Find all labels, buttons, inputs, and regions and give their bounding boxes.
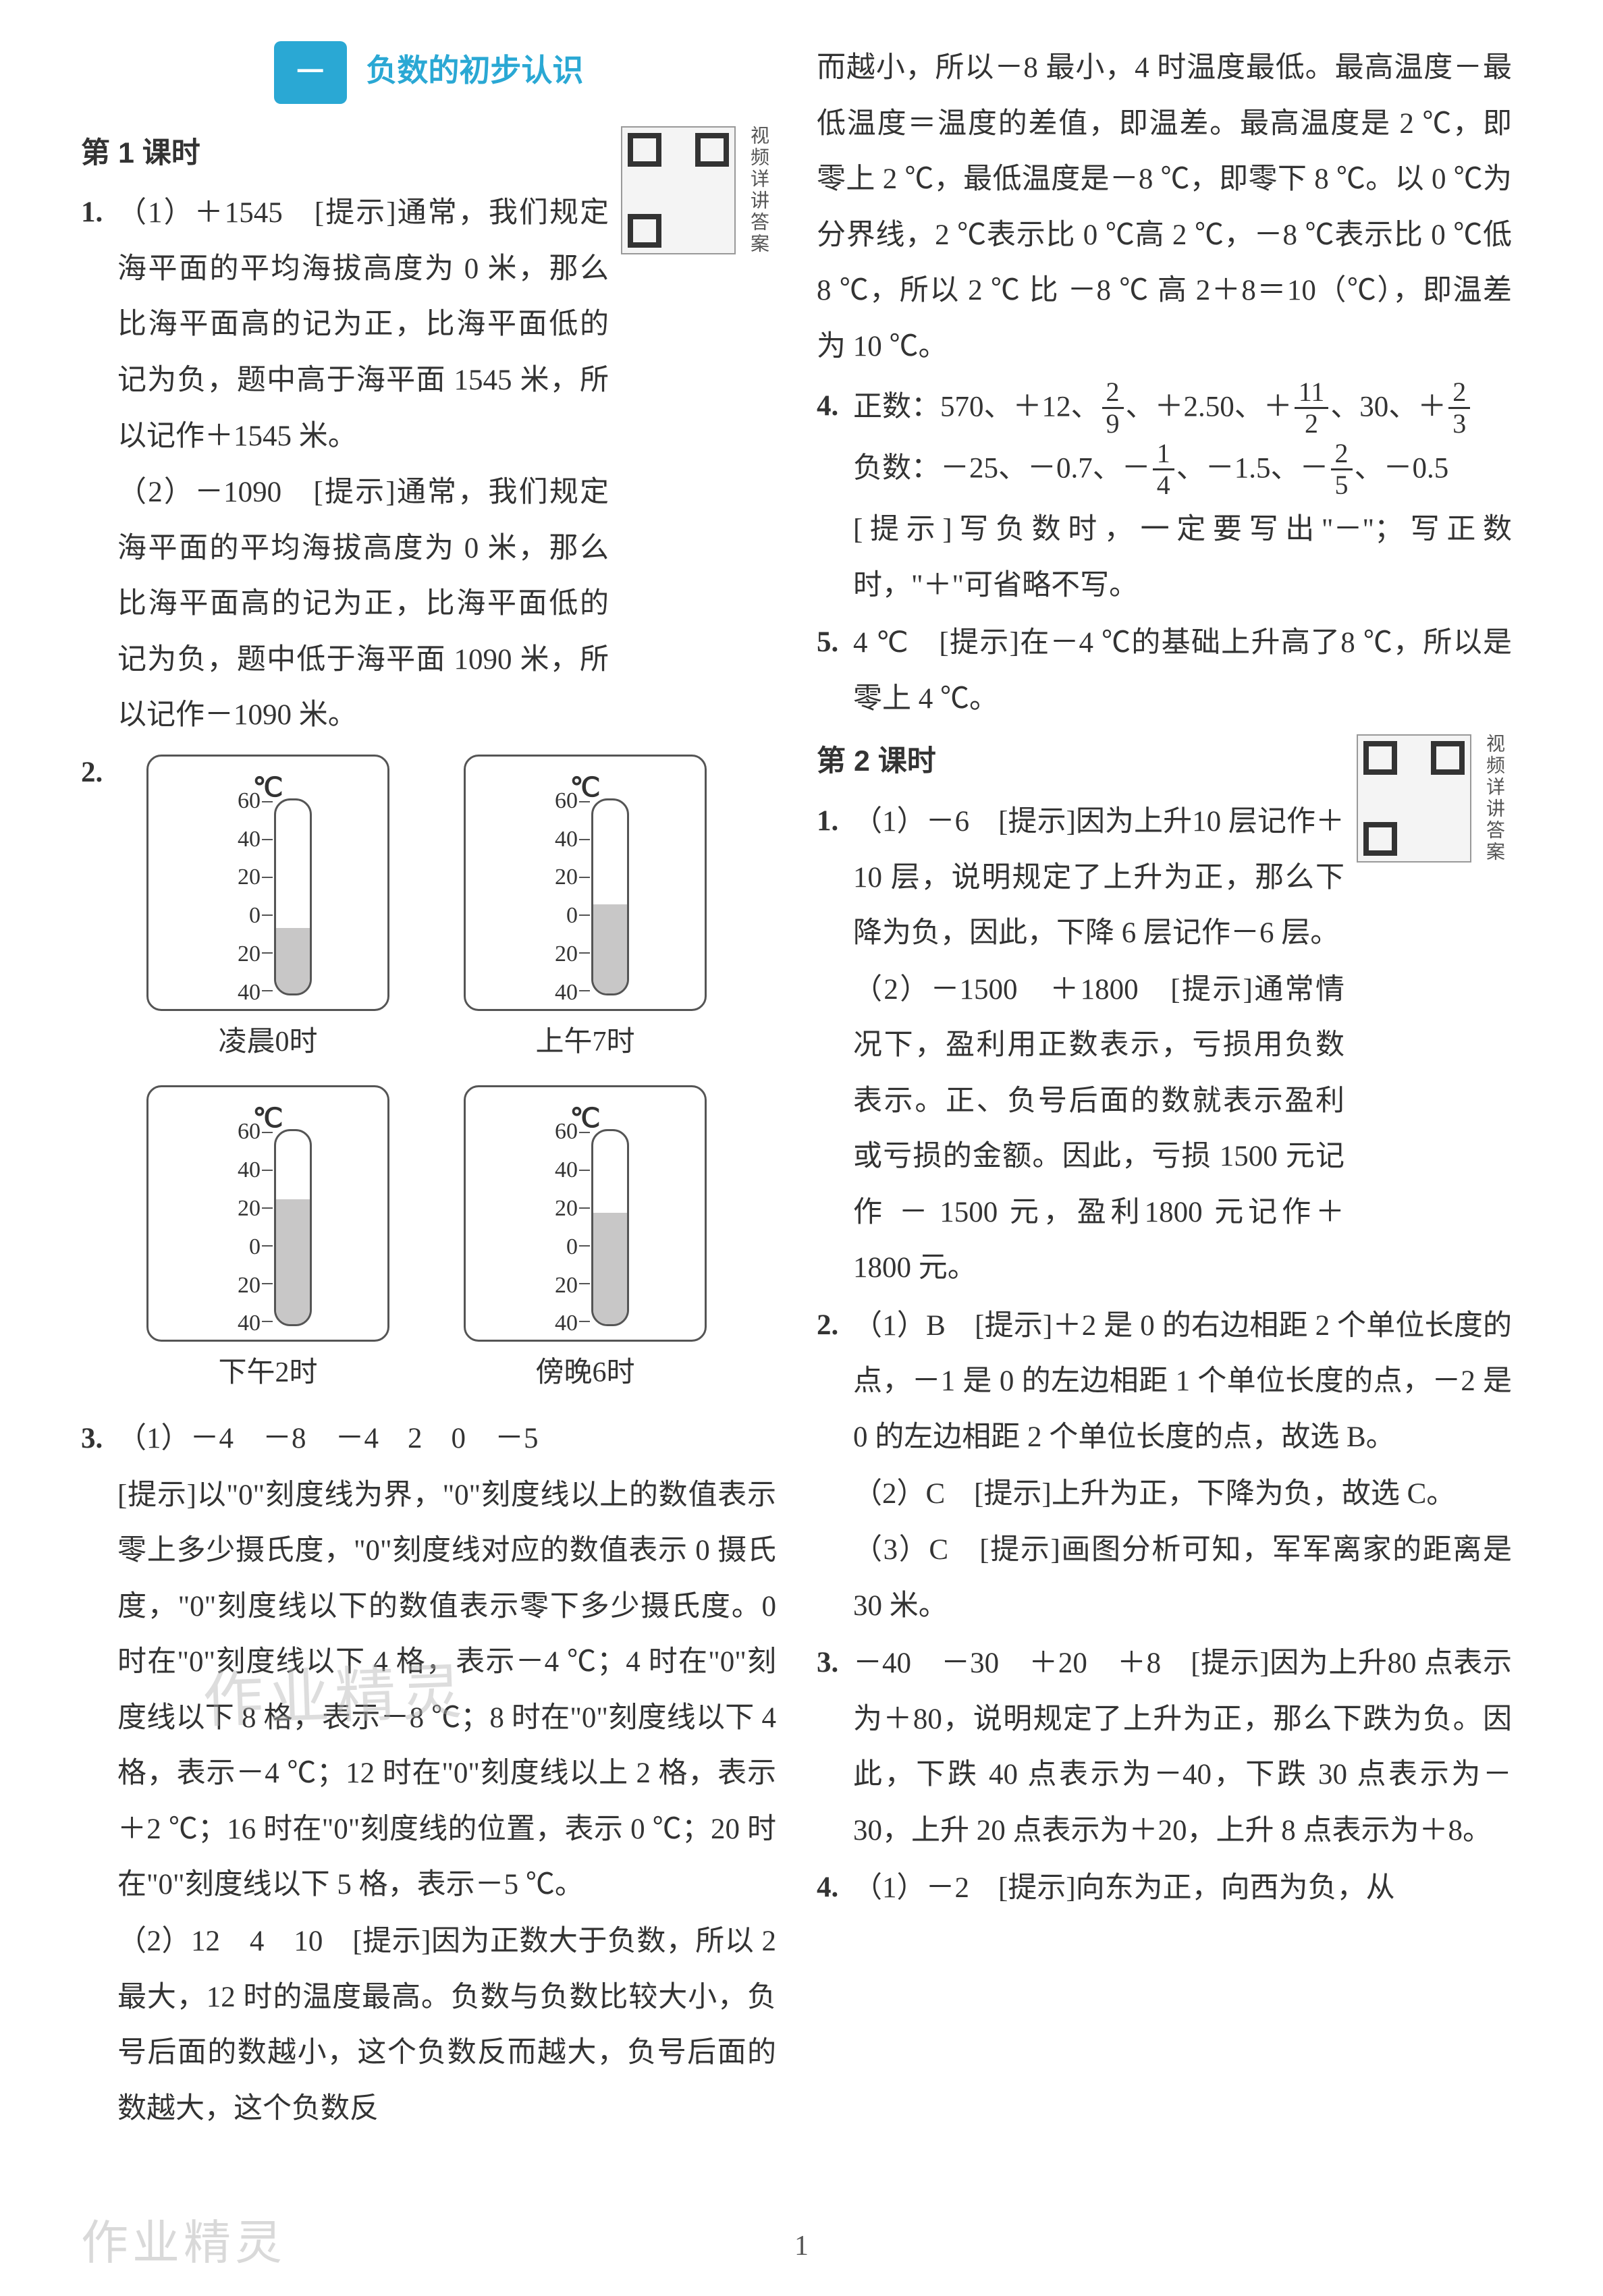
text: （1）B [ (853, 1310, 984, 1342)
item-4: 4. 正数：570、＋12、29、＋2.50、＋112、30、＋23 负数：－2… (817, 379, 1512, 613)
text: ]通常情况下，盈利用正数表示，亏损用负数表示。正、负号后面的数就表示盈利或亏损的… (853, 974, 1344, 1284)
hint-label: 提示 (984, 1477, 1042, 1510)
item-body: －40 －30 ＋20 ＋8 [提示]因为上升80 点表示为＋80，说明规定了上… (853, 1635, 1512, 1859)
item-number: 1. (817, 794, 853, 850)
hint-label: 提示 (362, 1925, 421, 1957)
thermo-caption: 傍晚6时 (447, 1346, 724, 1400)
page-number: 1 (794, 2230, 809, 2262)
hint-label: 提示 (949, 626, 1010, 659)
item-number: 1. (81, 185, 117, 241)
item-body: （1）－6 [提示]因为上升10 层记作＋10 层，说明规定了上升为正，那么下降… (853, 794, 1344, 1296)
hint-label: 提示 (324, 196, 386, 229)
text: （3）C [ (853, 1534, 989, 1566)
r-item-1: 1. （1）－6 [提示]因为上升10 层记作＋10 层，说明规定了上升为正，那… (817, 794, 1344, 1296)
hint-label: 提示 (1008, 805, 1066, 838)
thermometer: ℃60402002040下午2时 (130, 1085, 406, 1400)
text: ]向东为正，向西为负，从 (1066, 1872, 1394, 1904)
text: 、＋2.50、＋ (1126, 391, 1293, 423)
hint-label: 提示 (1180, 973, 1243, 1006)
text: 、－1.5、－ (1176, 453, 1329, 485)
item-3-continued: 而越小，所以－8 最小，4 时温度最低。最高温度－最低温度＝温度的差值，即温差。… (817, 40, 1512, 375)
left-column: 一 负数的初步认识 视频详讲答案 第 1 课时 1. （1）＋1545 [提示]… (81, 40, 776, 2138)
thermometer: ℃60402002040傍晚6时 (447, 1085, 724, 1400)
item-body: 正数：570、＋12、29、＋2.50、＋112、30、＋23 负数：－25、－… (853, 379, 1512, 613)
r-item-4: 4. （1）－2 [提示]向东为正，向西为负，从 (817, 1860, 1512, 1917)
item-number: 3. (81, 1411, 117, 1467)
qr-code-icon[interactable] (621, 126, 736, 254)
thermometer: ℃60402002040凌晨0时 (130, 755, 406, 1070)
qr-label: 视频详讲答案 (1475, 734, 1512, 863)
item-number: 2. (817, 1298, 853, 1354)
text: 而越小，所以－8 最小，4 时温度最低。最高温度－最低温度＝温度的差值，即温差。… (817, 52, 1512, 362)
section-header: 一 负数的初步认识 (81, 40, 776, 104)
text: ]上升为正，下降为负，故选 C。 (1042, 1478, 1456, 1510)
fraction: 25 (1331, 439, 1353, 500)
qr-block-1: 视频详讲答案 (621, 126, 776, 255)
fraction: 23 (1448, 377, 1470, 439)
item-1: 1. （1）＋1545 [提示]通常，我们规定海平面的平均海拔高度为 0 米，那… (81, 185, 609, 743)
text: 负数：－25、－0.7、－ (853, 453, 1151, 485)
item-5: 5. 4 ℃ [提示]在－4 ℃的基础上升高了8 ℃，所以是零上 4 ℃。 (817, 615, 1512, 727)
page: 一 负数的初步认识 视频详讲答案 第 1 课时 1. （1）＋1545 [提示]… (0, 0, 1603, 2165)
qr-block-2: 视频详讲答案 (1357, 734, 1512, 863)
item-number: 5. (817, 615, 853, 671)
item-body: （1）B [提示]＋2 是 0 的右边相距 2 个单位长度的点，－1 是 0 的… (853, 1298, 1512, 1634)
text: （1）－2 [ (853, 1872, 1008, 1904)
item-body: 4 ℃ [提示]在－4 ℃的基础上升高了8 ℃，所以是零上 4 ℃。 (853, 615, 1512, 727)
thermometer: ℃60402002040上午7时 (447, 755, 724, 1070)
text: （1）－4 －8 －4 2 0 －5 (117, 1423, 539, 1454)
text: （1）＋1545 [ (117, 197, 324, 229)
text: （2）C [ (853, 1478, 984, 1510)
item-body: （1）＋1545 [提示]通常，我们规定海平面的平均海拔高度为 0 米，那么比海… (117, 185, 609, 743)
fraction: 29 (1102, 377, 1124, 439)
text: （2）－1090 [ (117, 476, 323, 508)
thermo-caption: 下午2时 (130, 1346, 406, 1400)
text: [ (853, 514, 863, 545)
text: 、－0.5 (1355, 453, 1449, 485)
item-number: 4. (817, 379, 853, 435)
text: ]写负数时，一定要写出"－"；写正数时，"＋"可省略不写。 (853, 514, 1512, 601)
text: ]通常，我们规定海平面的平均海拔高度为 0 米，那么比海平面高的记为正，比海平面… (117, 197, 609, 452)
text: 正数：570、＋12、 (853, 391, 1100, 423)
hint-label: 提示 (863, 513, 942, 545)
r-item-3: 3. －40 －30 ＋20 ＋8 [提示]因为上升80 点表示为＋80，说明规… (817, 1635, 1512, 1859)
item-2: 2. ℃60402002040凌晨0时℃60402002040上午7时℃6040… (81, 745, 776, 1410)
text: （2）12 4 10 [ (117, 1925, 362, 1957)
text: ]通常，我们规定海平面的平均海拔高度为 0 米，那么比海平面高的记为正，比海平面… (117, 476, 609, 731)
text: 4 ℃ [ (853, 627, 949, 659)
item-number: 4. (817, 1860, 853, 1916)
right-column: 而越小，所以－8 最小，4 时温度最低。最高温度－最低温度＝温度的差值，即温差。… (817, 40, 1512, 2138)
hint-label: 提示 (989, 1533, 1051, 1566)
text: （1）－6 [ (853, 806, 1008, 838)
text: （2）－1500 ＋1800 [ (853, 974, 1180, 1006)
hint-label: 提示 (127, 1479, 186, 1511)
r-item-2: 2. （1）B [提示]＋2 是 0 的右边相距 2 个单位长度的点，－1 是 … (817, 1298, 1512, 1634)
item-body: ℃60402002040凌晨0时℃60402002040上午7时℃6040200… (117, 745, 776, 1410)
section-title: 负数的初步认识 (366, 40, 583, 100)
thermometer-grid: ℃60402002040凌晨0时℃60402002040上午7时℃6040200… (130, 755, 724, 1400)
hint-label: 提示 (323, 476, 386, 508)
item-number: 2. (81, 745, 117, 801)
thermo-caption: 上午7时 (447, 1015, 724, 1070)
hint-label: 提示 (1008, 1871, 1066, 1904)
item-number: 3. (817, 1635, 853, 1691)
text: 、30、＋ (1330, 391, 1446, 423)
text: [ (117, 1479, 127, 1511)
fraction: 112 (1295, 377, 1329, 439)
watermark-bottom: 作业精灵 (81, 2205, 286, 2273)
section-badge: 一 (274, 41, 347, 104)
hint-label: 提示 (1201, 1647, 1260, 1679)
item-body: （1）－4 －8 －4 2 0 －5 [提示]以"0"刻度线为界，"0"刻度线以… (117, 1411, 776, 2137)
hint-label: 提示 (984, 1309, 1043, 1342)
text: －40 －30 ＋20 ＋8 [ (853, 1647, 1201, 1679)
thermo-caption: 凌晨0时 (130, 1015, 406, 1070)
qr-code-icon[interactable] (1357, 734, 1471, 863)
item-body: （1）－2 [提示]向东为正，向西为负，从 (853, 1860, 1512, 1917)
qr-label: 视频详讲答案 (740, 126, 776, 255)
watermark-mid: 作业精灵 (201, 1642, 468, 1739)
item-3: 3. （1）－4 －8 －4 2 0 －5 [提示]以"0"刻度线为界，"0"刻… (81, 1411, 776, 2137)
fraction: 14 (1153, 439, 1174, 500)
